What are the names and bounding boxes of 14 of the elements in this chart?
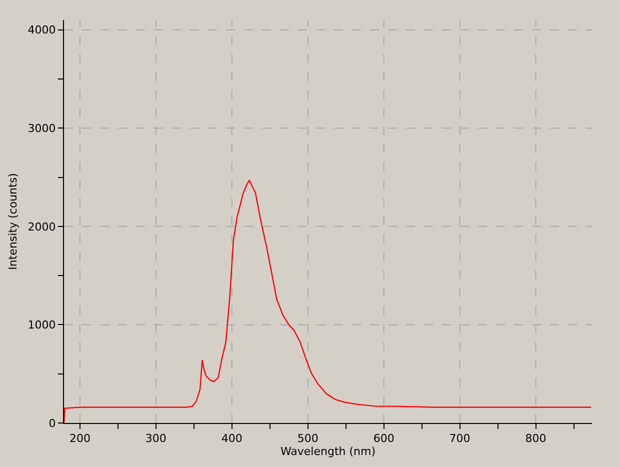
y-tick-label: 0 (48, 416, 56, 430)
y-tick-label: 3000 (28, 122, 56, 135)
x-tick-label: 300 (145, 432, 166, 446)
x-tick-label: 600 (373, 432, 394, 446)
y-tick-label: 1000 (28, 318, 56, 332)
x-axis-title: Wavelength (nm) (280, 445, 376, 458)
y-tick-label: 4000 (28, 24, 56, 37)
x-tick-label: 500 (297, 432, 318, 446)
y-axis-title: Intensity (counts) (6, 173, 20, 270)
x-tick-label: 800 (525, 432, 546, 446)
x-tick-label: 400 (221, 432, 242, 446)
x-tick-label: 700 (449, 432, 470, 446)
x-tick-label: 200 (69, 432, 90, 446)
y-tick-label: 2000 (28, 220, 56, 234)
